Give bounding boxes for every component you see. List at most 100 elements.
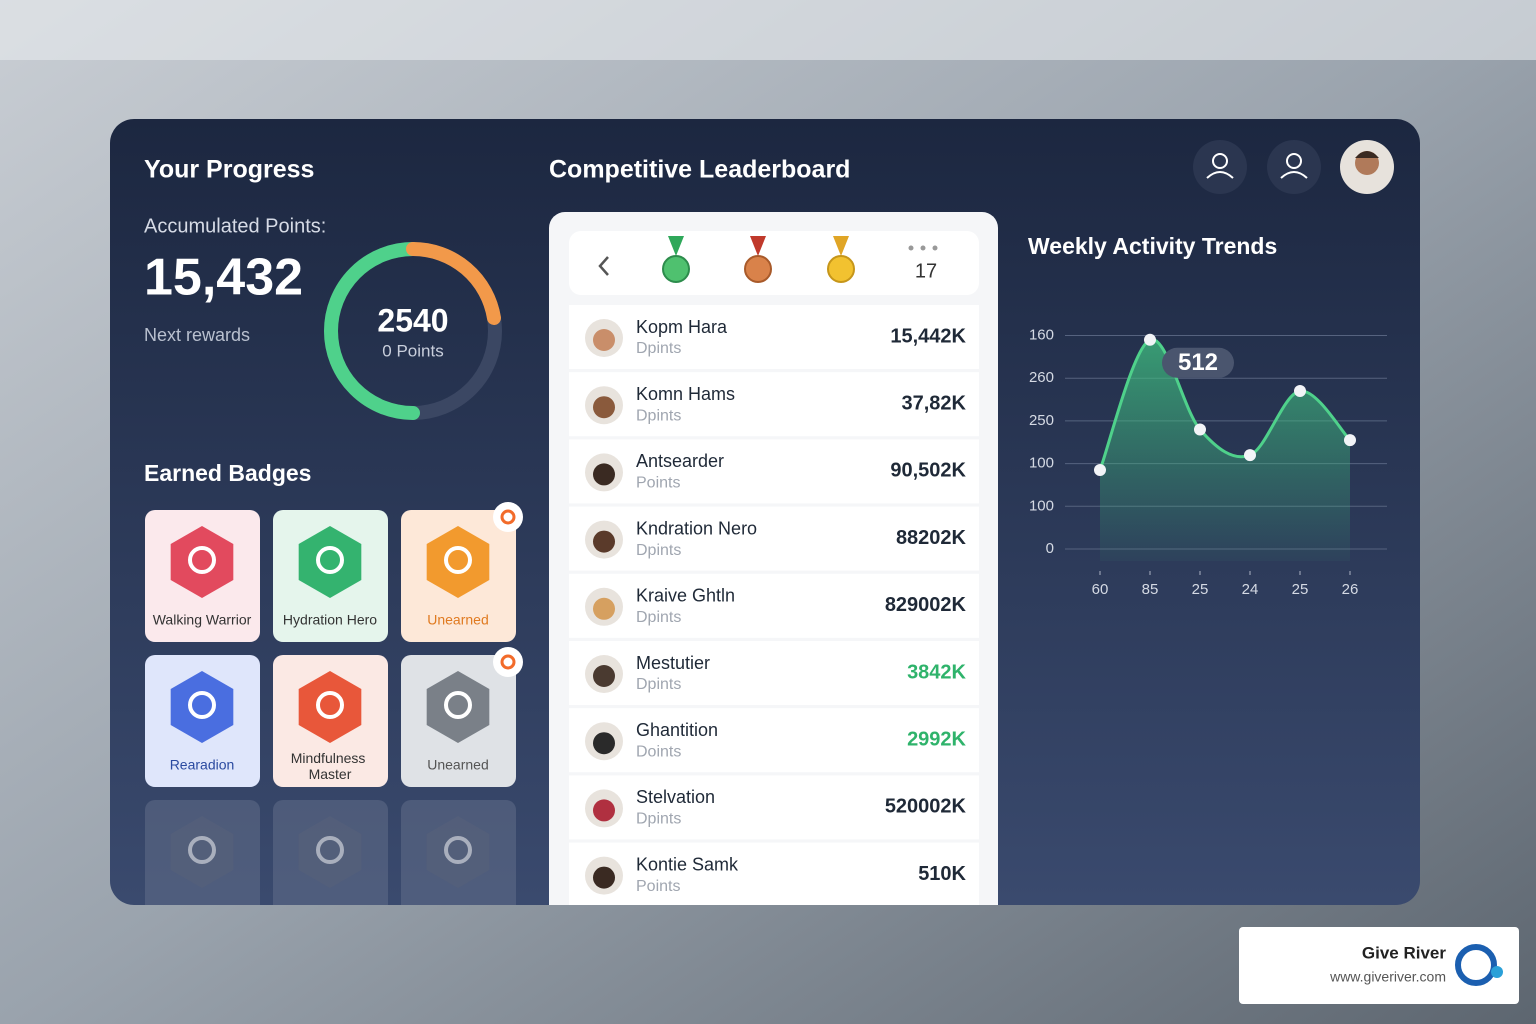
points-value: 15,432: [144, 249, 303, 307]
leaderboard-row[interactable]: [569, 305, 979, 369]
next-rewards: Next rewards: [144, 325, 250, 345]
row-name: Ghantition: [636, 720, 718, 740]
more-dots[interactable]: [908, 245, 938, 251]
top-icons: [1193, 140, 1394, 194]
row-name: Komn Hams: [636, 384, 735, 404]
badge-icon: [298, 671, 362, 743]
y-tick-label: 260: [1029, 369, 1054, 386]
badge-label: Unearned: [427, 612, 489, 628]
x-tick-label: 24: [1242, 581, 1259, 598]
section-title: Earned Badges: [144, 460, 311, 486]
leaderboard-row[interactable]: [569, 372, 979, 437]
badge-glyph: [188, 546, 216, 574]
rank: 17: [915, 260, 937, 282]
ring-unit: 0 Points: [382, 341, 443, 360]
badge-status: [500, 654, 516, 670]
back-button[interactable]: [598, 256, 609, 276]
row-sub: Dpints: [636, 609, 681, 626]
x-tick-label: 25: [1292, 581, 1309, 598]
row-sub: Dpints: [636, 407, 681, 424]
x-tick-label: 60: [1092, 581, 1109, 598]
row-score: 37,82K: [902, 392, 967, 414]
area: [1100, 339, 1350, 561]
row-score: 15,442K: [890, 325, 966, 347]
ring-value: 2540: [377, 302, 448, 338]
chart: 0 100 100 250 260 160 60 85 25 24 25 26 512: [1029, 327, 1387, 598]
row-avatar-face: [593, 597, 615, 620]
row-avatar-face: [593, 866, 615, 889]
row-score: 3842K: [907, 661, 966, 683]
badge-icon: [426, 816, 490, 888]
point: [1194, 423, 1206, 436]
row-score: 2992K: [907, 728, 966, 750]
badge-icon: [298, 526, 362, 598]
point: [1344, 434, 1356, 447]
badge-label: Hydration Hero: [283, 612, 377, 628]
brand-logo: [1455, 944, 1497, 986]
leaderboard-row[interactable]: [569, 573, 979, 638]
badge-status: [493, 502, 523, 532]
y-tick-label: 160: [1029, 327, 1054, 344]
row-name: Antsearder: [636, 451, 724, 471]
point: [1094, 464, 1106, 477]
x-tick-label: 25: [1192, 581, 1209, 598]
badge-icon: [426, 526, 490, 598]
row-sub: Dpints: [636, 676, 681, 693]
leaderboard-row[interactable]: [569, 641, 979, 705]
row-avatar-face: [593, 530, 615, 553]
badge-status: [500, 509, 516, 525]
content: Your Progress Accumulated Points: 15,432…: [144, 156, 1387, 907]
badge-glyph: [316, 836, 344, 864]
icon: [1212, 153, 1228, 169]
leaderboard-rows: Kopm Hara Dpints 15,442K Komn Hams Dpints 37,…: [569, 305, 979, 907]
badge-label: Mindfulness Master: [291, 750, 370, 782]
section-title: Competitive Leaderboard: [549, 156, 850, 184]
row-sub: Points: [636, 878, 680, 895]
points-label: Accumulated Points:: [144, 215, 326, 237]
x-tick-label: 85: [1142, 581, 1159, 598]
badge-label: Walking Warrior: [153, 612, 252, 628]
brand-logo: [1491, 966, 1503, 978]
row-name: Kndration Nero: [636, 518, 757, 538]
point: [1294, 385, 1306, 398]
badge-glyph: [444, 691, 472, 719]
leaderboard-row[interactable]: [569, 775, 979, 840]
annotation-bg: [1162, 347, 1234, 378]
badge-glyph: [316, 691, 344, 719]
leaderboard-row[interactable]: [569, 708, 979, 773]
leaderboard-row[interactable]: [569, 439, 979, 504]
y-tick-label: 100: [1029, 455, 1054, 472]
badge-label: Rearadion: [170, 757, 235, 773]
badge-glyph: [188, 836, 216, 864]
row-name: Stelvation: [636, 787, 715, 807]
badge-icon: [426, 671, 490, 743]
leaderboard-row[interactable]: [569, 842, 979, 907]
icon: [1280, 171, 1308, 179]
row-avatar-face: [593, 732, 615, 755]
row-avatar-face: [593, 396, 615, 419]
badge-glyph: [444, 836, 472, 864]
y-tick-label: 250: [1029, 412, 1054, 429]
section-title: Your Progress: [144, 156, 314, 184]
row-name: Kraive Ghtln: [636, 586, 735, 606]
chart-title: Weekly Activity Trends: [1028, 233, 1277, 259]
branding-box: [1239, 927, 1519, 1004]
row-sub: Dpints: [636, 542, 681, 559]
annotation: 512: [1178, 349, 1218, 376]
point: [1144, 333, 1156, 346]
y-tick-label: 100: [1029, 497, 1054, 514]
row-score: 829002K: [885, 594, 967, 616]
x-tick-label: 26: [1342, 581, 1359, 598]
background-light: [0, 0, 1536, 60]
row-score: 520002K: [885, 796, 967, 818]
row-sub: Dpints: [636, 811, 681, 828]
brand-name: Give River: [1362, 943, 1446, 962]
leaderboard-row[interactable]: [569, 506, 979, 571]
badge-icon: [170, 816, 234, 888]
avatar-hair: [1355, 151, 1379, 158]
icon: [1206, 171, 1234, 179]
medals: [662, 236, 855, 283]
row-avatar-face: [593, 329, 615, 351]
